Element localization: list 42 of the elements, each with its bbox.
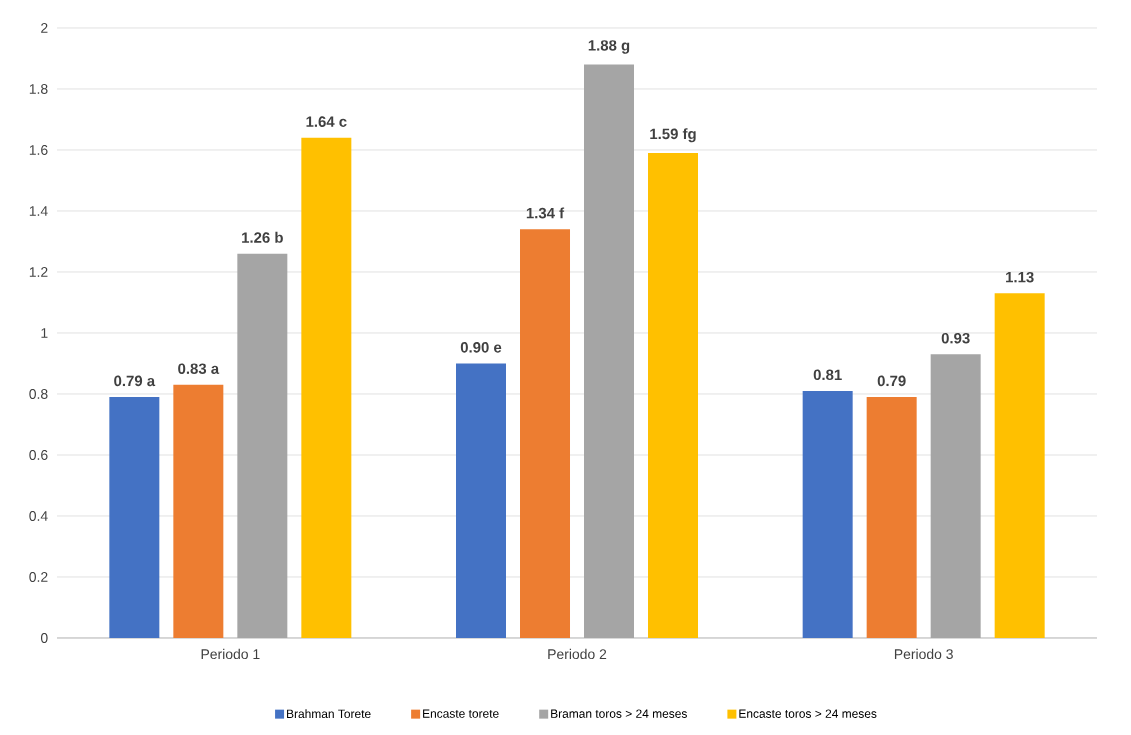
y-tick-label: 1.8 [29,84,48,94]
data-label: 1.64 c [306,116,347,127]
bar [109,397,160,638]
x-tick-label: Periodo 2 [548,648,607,660]
data-label: 0.83 a [178,363,220,374]
y-tick-label: 1.2 [29,267,48,277]
legend-label: Encaste torete [423,709,499,718]
y-tick-label: 1 [41,328,48,338]
data-label: 1.88 g [588,40,630,54]
x-tick-label: Periodo 3 [894,648,953,660]
y-tick-label: 0.6 [29,450,48,460]
data-label: 1.26 b [242,231,283,243]
legend-label: Braman toros > 24 meses [551,709,687,718]
data-label: 1.34 f [526,207,565,219]
y-tick-label: 0.4 [29,511,48,521]
y-tick-label: 1.4 [29,206,48,216]
bar [237,253,288,638]
legend-label: Brahman Torete [287,709,371,719]
y-tick-label: 0.2 [29,572,48,582]
bar [866,397,917,638]
bar [930,354,981,638]
data-label: 0.79 [877,375,906,387]
bar [456,363,506,638]
y-tick-label: 2 [41,23,48,33]
y-tick-label: 1.6 [29,145,48,155]
y-tick-label: 0 [40,633,48,643]
data-label: 0.93 [941,332,970,344]
legend-label: Encaste toros > 24 meses [739,709,877,718]
bar [301,137,352,638]
y-tick-label: 0.8 [29,389,48,399]
bar [584,64,634,638]
data-label: 1.13 [1006,271,1034,283]
bar [520,229,570,638]
bar [802,390,853,638]
x-tick-label: Periodo 1 [201,648,260,660]
data-label: 1.59 fg [650,128,696,143]
bar [648,153,698,638]
bar [994,293,1045,638]
data-label: 0.81 [813,369,842,381]
data-label: 0.90 e [460,342,502,353]
bar [173,384,224,638]
data-label: 0.79 a [114,375,156,387]
